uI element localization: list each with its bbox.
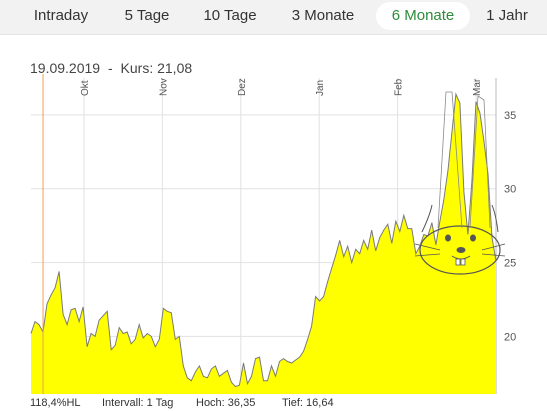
footer-interval: Intervall: 1 Tag <box>102 397 174 409</box>
axis-label-layer: 20 25 30 35 Okt Nov Dez Jan Feb Mar <box>80 78 516 343</box>
bunny-mascot <box>414 91 506 275</box>
price-info: 19.09.2019 - Kurs: 21,08 <box>30 60 192 76</box>
footer-hl: 118,4%HL <box>30 397 81 409</box>
info-kurs-value: 21,08 <box>157 60 193 76</box>
timeframe-tabbar: Intraday 5 Tage 10 Tage 3 Monate 6 Monat… <box>0 0 547 35</box>
bunny-ears-icon <box>437 91 491 229</box>
x-tick-label: Jan <box>315 80 326 96</box>
chart-footer: 118,4%HL Intervall: 1 Tag Hoch: 36,35 Ti… <box>0 397 547 411</box>
y-tick-label: 20 <box>504 331 516 343</box>
tab-1-jahr[interactable]: 1 Jahr <box>486 7 528 24</box>
x-tick-label: Feb <box>394 78 405 96</box>
tab-6-monate[interactable]: 6 Monate <box>376 2 470 30</box>
x-tick-label: Dez <box>237 78 248 96</box>
tab-5-tage[interactable]: 5 Tage <box>124 7 170 24</box>
y-tick-label: 30 <box>504 184 516 196</box>
footer-low: Tief: 16,64 <box>282 397 334 409</box>
footer-high: Hoch: 36,35 <box>196 397 256 409</box>
price-area <box>31 94 496 394</box>
y-tick-label: 25 <box>504 258 516 270</box>
x-tick-label: Okt <box>80 80 91 96</box>
tab-intraday[interactable]: Intraday <box>33 7 89 24</box>
info-separator: - <box>107 60 113 76</box>
x-tick-label: Nov <box>158 78 169 96</box>
x-tick-label: Mar <box>472 78 483 96</box>
info-date: 19.09.2019 <box>30 60 101 76</box>
tab-3-monate[interactable]: 3 Monate <box>291 7 355 24</box>
info-kurs-label: Kurs: <box>120 60 154 76</box>
price-line <box>30 92 497 388</box>
tab-10-tage[interactable]: 10 Tage <box>203 7 257 24</box>
bunny-face-icon <box>414 204 506 275</box>
y-tick-label: 35 <box>504 110 516 122</box>
